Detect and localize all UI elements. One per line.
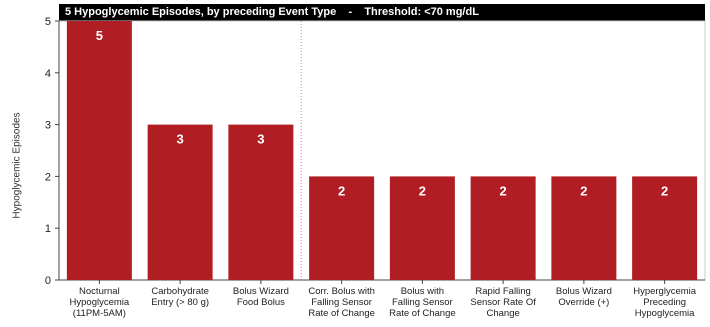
x-tick-label: Carbohydrate Entry (> 80 g) bbox=[151, 286, 209, 308]
bar bbox=[389, 176, 455, 280]
y-tick-label: 4 bbox=[45, 68, 51, 80]
y-tick-label: 3 bbox=[45, 120, 51, 132]
bar bbox=[147, 124, 213, 280]
bar bbox=[309, 176, 375, 280]
bar-value-label: 2 bbox=[500, 183, 507, 198]
bar-value-label: 2 bbox=[419, 183, 426, 198]
bar bbox=[551, 176, 617, 280]
bar-value-label: 3 bbox=[257, 132, 264, 147]
bar-value-label: 3 bbox=[177, 132, 184, 147]
x-tick-label: Bolus Wizard Override (+) bbox=[556, 286, 612, 308]
x-tick-label: Rapid Falling Sensor Rate Of Change bbox=[470, 286, 536, 319]
x-tick-label: Bolus with Falling Sensor Rate of Change bbox=[389, 286, 456, 319]
x-tick-label: Corr. Bolus with Falling Sensor Rate of Ch… bbox=[308, 286, 375, 319]
y-tick-label: 2 bbox=[45, 171, 51, 183]
bar bbox=[66, 21, 132, 280]
x-tick-label: Nocturnal Hypoglycemia (11PM-5AM) bbox=[70, 286, 130, 319]
bar bbox=[228, 124, 294, 280]
bar bbox=[470, 176, 536, 280]
bar bbox=[632, 176, 698, 280]
bar-value-label: 2 bbox=[661, 183, 668, 198]
bar-value-label: 5 bbox=[96, 28, 103, 43]
bar-value-label: 2 bbox=[580, 183, 587, 198]
y-tick-label: 1 bbox=[45, 223, 51, 235]
chart-title: 5 Hypoglycemic Episodes, by preceding Ev… bbox=[59, 4, 705, 21]
x-tick-label: Bolus Wizard Food Bolus bbox=[233, 286, 289, 308]
y-tick-label: 0 bbox=[45, 275, 51, 287]
y-tick-label: 5 bbox=[45, 16, 51, 28]
x-tick-label: Hyperglycemia Preceding Hypoglycemia bbox=[633, 286, 697, 319]
bar-value-label: 2 bbox=[338, 183, 345, 198]
